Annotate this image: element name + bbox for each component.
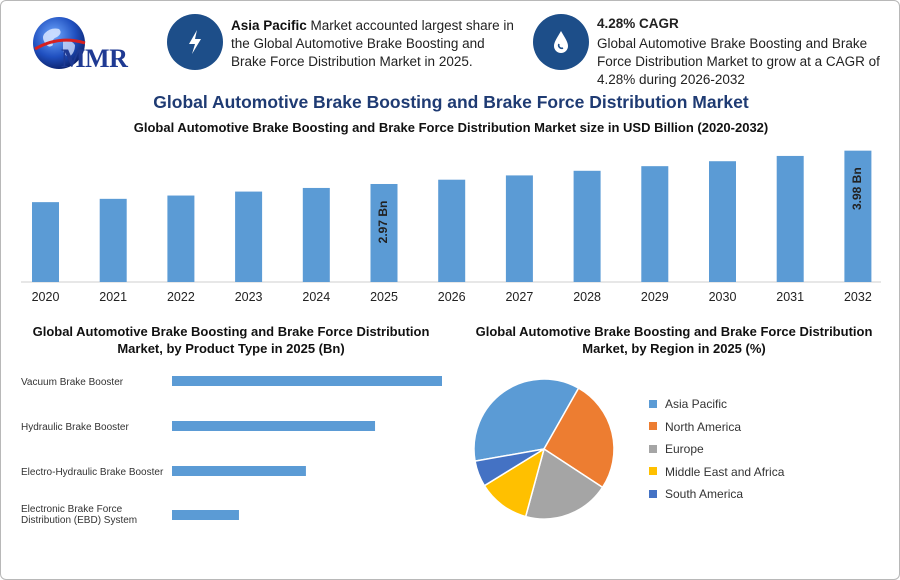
bar-2027 — [505, 175, 533, 282]
bar-2031 — [776, 155, 804, 282]
bar-2025 — [370, 183, 398, 282]
info-bold-2: 4.28% CAGR — [597, 16, 679, 31]
x-tick-label-2026: 2026 — [438, 290, 466, 304]
product-type-chart-title: Global Automotive Brake Boosting and Bra… — [32, 324, 430, 356]
legend-swatch — [649, 422, 657, 431]
info-box-cagr: 4.28% CAGR Global Automotive Brake Boost… — [597, 15, 887, 89]
bolt-icon — [189, 30, 201, 54]
pie-slice-south-america — [474, 448, 545, 487]
market-size-bar-chart: 2020 2021 2022 2023 2024 2025 2.97 Bn 2026 2027 2… — [21, 150, 881, 304]
legend-label: Middle East and Africa — [665, 464, 785, 479]
main-title: Global Automotive Brake Boosting and Bra… — [153, 92, 749, 112]
pie-slice-north-america — [542, 387, 615, 489]
legend-label: North America — [665, 419, 742, 434]
info-icon-circle-1 — [167, 14, 223, 70]
bar-2029 — [641, 166, 669, 282]
info-icon-circle-2 — [533, 14, 589, 70]
legend-item-asia-pacific: Asia Pacific — [649, 396, 889, 412]
pie-slice-europe — [524, 447, 604, 520]
legend-label: South America — [665, 487, 744, 501]
x-tick-label-2027: 2027 — [505, 290, 533, 304]
bar-2021 — [99, 198, 127, 282]
x-tick-label-2029: 2029 — [641, 290, 669, 304]
info-text-1: Market accounted largest share in the Gl… — [231, 18, 514, 69]
x-tick-label-2025: 2025 — [370, 290, 398, 304]
hbar-2 — [172, 421, 376, 431]
legend-label: Europe — [665, 442, 704, 456]
hbar-3 — [172, 466, 306, 476]
legend-item-europe: Europe — [649, 441, 889, 457]
product-type-bar-chart: Vacuum Brake Booster Hydraulic Brake Boos… — [21, 376, 442, 526]
hbar-label-3: Electro-Hydraulic Brake Booster — [21, 467, 164, 478]
info-bold-1: Asia Pacific — [231, 18, 307, 33]
hbar-4 — [172, 510, 239, 520]
data-label-2025: 2.97 Bn — [376, 201, 390, 244]
legend-swatch — [649, 467, 657, 476]
region-legend: Asia Pacific North America Europe Middle Ea… — [649, 396, 889, 509]
data-label-2032: 3.98 Bn — [850, 167, 864, 210]
hbar-label-2: Hydraulic Brake Booster — [21, 422, 129, 433]
legend-swatch — [649, 444, 657, 453]
info-box-asia-pacific: Asia Pacific Market accounted largest sh… — [231, 17, 521, 71]
x-tick-label-2031: 2031 — [776, 290, 804, 304]
legend-label: Asia Pacific — [665, 397, 728, 411]
globe-logo-icon — [33, 17, 86, 69]
x-tick-label-2020: 2020 — [32, 290, 60, 304]
bar-chart-title: Global Automotive Brake Boosting and Bra… — [133, 120, 769, 135]
hbar-1 — [172, 376, 442, 386]
legend-item-north-america: North America — [649, 419, 889, 435]
bar-2030 — [709, 161, 736, 282]
x-tick-label-2028: 2028 — [573, 290, 601, 304]
region-chart-title: Global Automotive Brake Boosting and Bra… — [475, 324, 873, 356]
region-pie-chart — [473, 378, 615, 520]
legend-item-middle-east-and-africa: Middle East and Africa — [649, 464, 889, 480]
bar-2023 — [235, 191, 263, 282]
x-tick-label-2030: 2030 — [709, 290, 737, 304]
bar-2020 — [32, 202, 59, 282]
legend-swatch — [649, 399, 657, 408]
legend-swatch — [649, 489, 657, 498]
hbar-label-1: Vacuum Brake Booster — [21, 377, 124, 388]
drop-icon — [554, 31, 568, 53]
legend-item-south-america: South America — [649, 486, 889, 502]
bar-2026 — [438, 179, 466, 282]
pie-slice-asia-pacific — [473, 378, 580, 463]
bar-2022 — [167, 195, 195, 282]
x-tick-label-2032: 2032 — [844, 290, 872, 304]
hbar-label-4: Electronic Brake Force Distribution (EBD)… — [21, 504, 137, 526]
bar-2028 — [573, 170, 601, 282]
bar-2032 — [844, 150, 872, 282]
x-tick-label-2021: 2021 — [99, 290, 127, 304]
x-tick-label-2023: 2023 — [235, 290, 263, 304]
x-tick-label-2022: 2022 — [167, 290, 195, 304]
bar-2024 — [302, 187, 330, 282]
info-text-2: Global Automotive Brake Boosting and Bra… — [597, 36, 880, 87]
x-tick-label-2024: 2024 — [302, 290, 330, 304]
logo-text: MMR — [61, 44, 128, 73]
